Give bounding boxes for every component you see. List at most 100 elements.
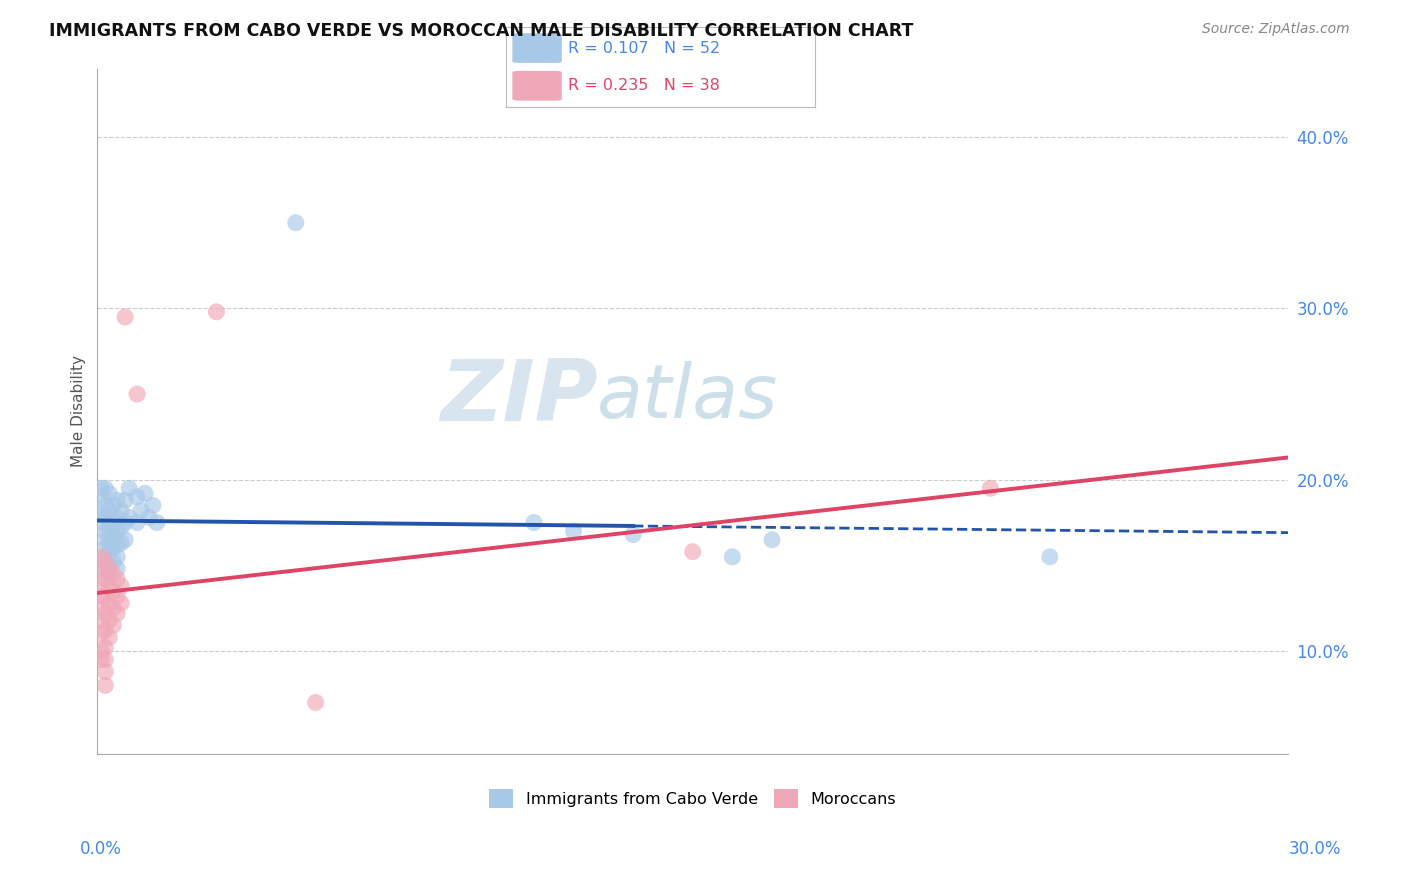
FancyBboxPatch shape — [512, 33, 562, 62]
Point — [284, 216, 307, 230]
Point — [90, 601, 112, 615]
Point — [761, 533, 783, 547]
Point — [142, 499, 165, 513]
Point — [90, 652, 112, 666]
Point — [94, 549, 117, 564]
Point — [94, 572, 117, 586]
Point — [90, 516, 112, 530]
Point — [98, 631, 121, 645]
Point — [105, 538, 128, 552]
Point — [979, 481, 1001, 495]
Point — [105, 607, 128, 621]
Point — [98, 558, 121, 573]
Point — [94, 524, 117, 538]
Point — [98, 596, 121, 610]
Point — [94, 640, 117, 655]
Point — [562, 524, 585, 538]
Point — [105, 524, 128, 538]
Point — [98, 562, 121, 576]
Point — [110, 503, 132, 517]
Point — [105, 510, 128, 524]
Point — [304, 696, 326, 710]
Point — [94, 555, 117, 569]
Text: ZIP: ZIP — [440, 356, 598, 439]
Point — [146, 516, 169, 530]
Point — [205, 305, 228, 319]
Point — [103, 618, 125, 632]
Point — [90, 562, 112, 576]
Point — [103, 601, 125, 615]
Point — [103, 584, 125, 599]
Point — [98, 613, 121, 627]
Point — [110, 579, 132, 593]
Point — [621, 527, 644, 541]
Y-axis label: Male Disability: Male Disability — [72, 355, 86, 467]
Point — [110, 536, 132, 550]
Text: Source: ZipAtlas.com: Source: ZipAtlas.com — [1202, 22, 1350, 37]
Point — [118, 510, 141, 524]
Text: R = 0.235   N = 38: R = 0.235 N = 38 — [568, 78, 720, 94]
Point — [110, 521, 132, 535]
Point — [90, 481, 112, 495]
Point — [94, 481, 117, 495]
Point — [90, 490, 112, 504]
Legend: Immigrants from Cabo Verde, Moroccans: Immigrants from Cabo Verde, Moroccans — [482, 782, 903, 814]
Point — [523, 516, 546, 530]
Point — [90, 507, 112, 521]
Point — [103, 566, 125, 581]
Point — [721, 549, 744, 564]
Point — [98, 503, 121, 517]
Point — [129, 503, 152, 517]
Point — [90, 613, 112, 627]
Point — [105, 589, 128, 603]
Point — [94, 533, 117, 547]
Point — [94, 541, 117, 556]
Point — [103, 555, 125, 569]
Point — [103, 527, 125, 541]
Point — [94, 562, 117, 576]
Point — [110, 596, 132, 610]
Point — [98, 544, 121, 558]
Point — [114, 516, 136, 530]
Point — [125, 387, 148, 401]
Point — [134, 486, 156, 500]
Point — [138, 510, 160, 524]
Point — [94, 589, 117, 603]
Text: atlas: atlas — [598, 361, 779, 434]
Point — [125, 490, 148, 504]
Text: 0.0%: 0.0% — [80, 840, 122, 858]
Point — [94, 678, 117, 692]
Point — [98, 486, 121, 500]
Point — [90, 627, 112, 641]
Point — [94, 607, 117, 621]
Point — [105, 493, 128, 508]
Point — [105, 549, 128, 564]
Point — [98, 533, 121, 547]
Point — [90, 575, 112, 590]
Point — [90, 549, 112, 564]
Text: IMMIGRANTS FROM CABO VERDE VS MOROCCAN MALE DISABILITY CORRELATION CHART: IMMIGRANTS FROM CABO VERDE VS MOROCCAN M… — [49, 22, 914, 40]
Point — [90, 589, 112, 603]
Point — [90, 644, 112, 658]
Point — [103, 516, 125, 530]
FancyBboxPatch shape — [512, 71, 562, 101]
Point — [114, 493, 136, 508]
Point — [114, 533, 136, 547]
Point — [103, 499, 125, 513]
Point — [94, 624, 117, 638]
Point — [118, 481, 141, 495]
Point — [94, 665, 117, 679]
Point — [98, 521, 121, 535]
Point — [103, 541, 125, 556]
Point — [105, 562, 128, 576]
Point — [114, 310, 136, 324]
Point — [125, 516, 148, 530]
Point — [94, 510, 117, 524]
Point — [1039, 549, 1062, 564]
Text: 30.0%: 30.0% — [1288, 840, 1341, 858]
Text: R = 0.107   N = 52: R = 0.107 N = 52 — [568, 40, 720, 55]
Point — [98, 579, 121, 593]
Point — [94, 652, 117, 666]
Point — [105, 572, 128, 586]
Point — [98, 566, 121, 581]
